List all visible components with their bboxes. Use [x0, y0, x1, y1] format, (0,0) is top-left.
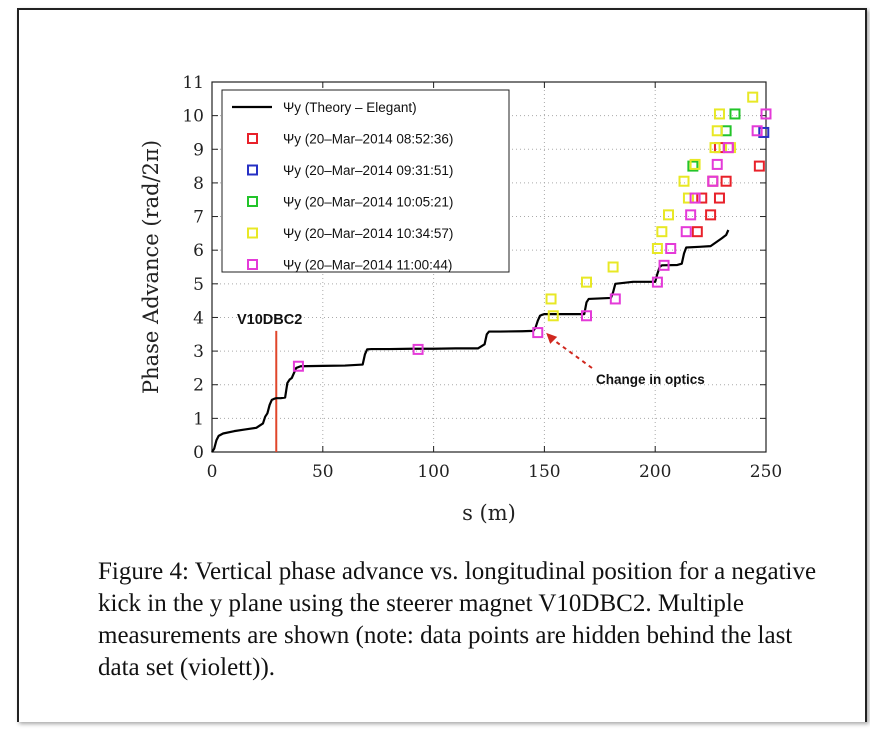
series-4-marker [711, 125, 723, 137]
y-tick-label: 1 [193, 409, 204, 429]
series-5-marker [760, 108, 772, 120]
series-5-marker [609, 293, 621, 305]
legend-swatch [247, 133, 258, 144]
series-4-marker [651, 243, 663, 254]
series-4-marker [581, 276, 593, 288]
series-3-marker [687, 160, 699, 172]
series-1-marker [696, 192, 708, 204]
series-4-marker [747, 91, 759, 103]
y-tick-label: 6 [193, 241, 204, 261]
series-5-marker [665, 243, 677, 254]
legend-swatch [247, 196, 258, 207]
series-5-marker [711, 158, 723, 170]
series-5-marker [707, 175, 719, 187]
series-5-marker [292, 360, 304, 372]
series-4-marker [662, 209, 674, 221]
series-3-marker [720, 125, 732, 137]
y-tick-label: 9 [193, 140, 204, 160]
x-tick-label: 0 [207, 462, 218, 482]
series-4-marker [607, 261, 619, 273]
axis-ticks: 0 50 100 150 200 250 0 1 2 3 4 5 6 7 8 9 10 11 [182, 73, 782, 482]
series-5-marker [658, 259, 670, 271]
theory-line [211, 229, 730, 453]
x-tick-label: 100 [417, 462, 449, 482]
series-5-marker [532, 327, 544, 339]
y-tick-label: 7 [193, 208, 204, 228]
optics-change-label: Change in optics [596, 372, 705, 387]
series-4-marker [547, 310, 559, 322]
series-4-marker [689, 158, 701, 170]
series-5-marker [581, 310, 593, 322]
legend-swatch [247, 164, 258, 176]
x-tick-label: 250 [750, 462, 782, 482]
x-axis-label: s (m) [462, 501, 516, 525]
series-5-marker [651, 276, 663, 288]
optics-arrow-head [546, 332, 558, 344]
legend-entry: Ψy (20–Mar–2014 10:05:21) [283, 195, 453, 210]
y-tick-label: 5 [193, 275, 204, 295]
figure-caption: Figure 4: Vertical phase advance vs. lon… [98, 558, 817, 681]
legend: Ψy (Theory – Elegant) Ψy (20–Mar–2014 08:… [221, 89, 510, 273]
series-4-marker [682, 192, 694, 204]
y-tick-label: 2 [193, 376, 204, 396]
y-tick-label: 4 [193, 308, 204, 328]
series-5-marker [680, 226, 692, 238]
series-1-marker [707, 175, 719, 187]
series-5-marker [689, 192, 701, 204]
series-5-marker [412, 343, 424, 355]
series-4-marker [713, 108, 725, 120]
legend-entry: Ψy (20–Mar–2014 09:31:51) [283, 163, 453, 178]
legend-box [221, 89, 510, 273]
series-4-marker [656, 226, 668, 238]
x-tick-label: 200 [639, 462, 671, 482]
legend-swatch [247, 227, 258, 239]
data-series [211, 91, 772, 453]
y-tick-label: 11 [182, 73, 204, 93]
y-axis-label: Phase Advance (rad/2π) [139, 140, 163, 394]
x-tick-label: 150 [528, 462, 560, 482]
series-5-marker [751, 125, 763, 137]
series-4-marker [709, 142, 721, 154]
legend-entry: Ψy (Theory – Elegant) [283, 100, 417, 115]
series-4-marker [545, 293, 557, 305]
series-1-marker [753, 160, 765, 172]
legend-entry: Ψy (20–Mar–2014 11:00:44) [283, 258, 452, 273]
series-1-marker [720, 175, 732, 187]
plot-area [211, 81, 767, 453]
legend-entry: Ψy (20–Mar–2014 08:52:36) [283, 132, 453, 147]
legend-entry: Ψy (20–Mar–2014 10:34:57) [283, 226, 453, 241]
series-5-marker [685, 209, 697, 221]
series-5-marker [722, 142, 734, 154]
x-tick-label: 50 [312, 462, 334, 482]
y-tick-label: 10 [182, 107, 204, 127]
steerer-marker-label: V10DBC2 [237, 312, 302, 328]
series-2-marker [758, 126, 770, 138]
series-3-marker [729, 108, 741, 120]
optics-arrow [551, 338, 593, 369]
legend-swatch [247, 259, 258, 270]
y-tick-label: 0 [193, 443, 204, 463]
y-tick-label: 3 [193, 342, 204, 362]
y-tick-label: 8 [193, 174, 204, 194]
series-1-marker [713, 192, 725, 204]
series-1-marker [705, 209, 717, 221]
series-4-marker [678, 175, 690, 187]
series-1-marker [691, 226, 703, 238]
